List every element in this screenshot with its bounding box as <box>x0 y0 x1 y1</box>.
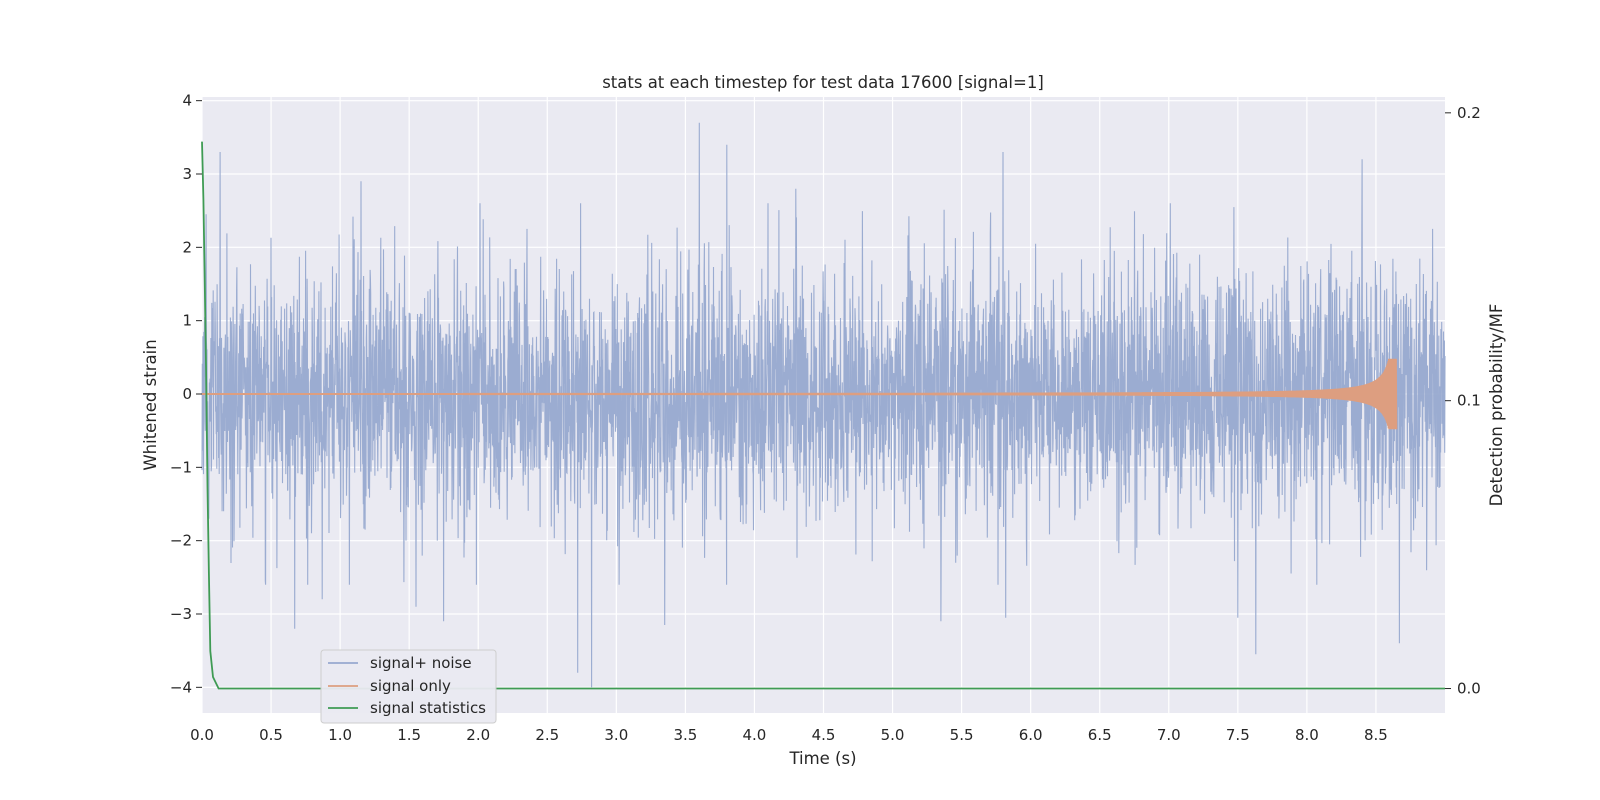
y-tick-label: −4 <box>170 678 192 696</box>
legend: signal+ noise signal only signal statist… <box>320 649 497 724</box>
x-tick-label: 1.0 <box>328 726 352 744</box>
x-tick-label: 6.0 <box>1019 726 1043 744</box>
x-tick-label: 2.0 <box>466 726 490 744</box>
y-axis-label: Whitened strain <box>141 339 160 470</box>
y-tick-label: 4 <box>182 92 192 110</box>
y-tick-label: 2 <box>182 238 192 256</box>
x-tick-label: 1.5 <box>397 726 421 744</box>
x-tick-label: 5.5 <box>950 726 974 744</box>
y-tick-label: 3 <box>182 165 192 183</box>
y2-tick-label: 0.2 <box>1457 104 1481 122</box>
series-signal-only <box>201 358 1398 430</box>
x-axis-label: Time (s) <box>788 749 856 768</box>
legend-label-signal-only: signal only <box>370 677 451 695</box>
y-tick-label: 0 <box>182 385 192 403</box>
y2-tick-label: 0.1 <box>1457 392 1481 410</box>
x-tick-label: 3.5 <box>673 726 697 744</box>
y-tick-label: −2 <box>170 532 192 550</box>
y2-tick-label: 0.0 <box>1457 680 1481 698</box>
x-tick-label: 4.5 <box>812 726 836 744</box>
axis-ticks: 0.0 0.5 1.0 1.5 2.0 2.5 3.0 3.5 4.0 4.5 5.0 5.5 6.0 6… <box>170 92 1481 744</box>
series-signal-plus-noise <box>201 122 1446 688</box>
x-tick-label: 7.0 <box>1157 726 1181 744</box>
chart-title: stats at each timestep for test data 176… <box>602 73 1044 92</box>
x-tick-label: 3.0 <box>604 726 628 744</box>
y2-axis-label: Detection probability/MF <box>1487 304 1506 507</box>
y-tick-label: −1 <box>170 458 192 476</box>
y-tick-label: −3 <box>170 605 192 623</box>
x-tick-label: 2.5 <box>535 726 559 744</box>
x-tick-label: 8.5 <box>1364 726 1388 744</box>
x-tick-label: 6.5 <box>1088 726 1112 744</box>
legend-label-signal-plus-noise: signal+ noise <box>370 654 472 672</box>
plot-area <box>201 122 1446 690</box>
legend-label-signal-statistics: signal statistics <box>370 699 486 717</box>
x-tick-label: 0.0 <box>190 726 214 744</box>
x-tick-label: 0.5 <box>259 726 283 744</box>
series-signal-statistics <box>201 141 1445 690</box>
legend-box <box>320 649 497 724</box>
y-tick-label: 1 <box>182 312 192 330</box>
x-tick-label: 4.0 <box>743 726 767 744</box>
x-tick-label: 8.0 <box>1295 726 1319 744</box>
x-tick-label: 5.0 <box>881 726 905 744</box>
x-tick-label: 7.5 <box>1226 726 1250 744</box>
